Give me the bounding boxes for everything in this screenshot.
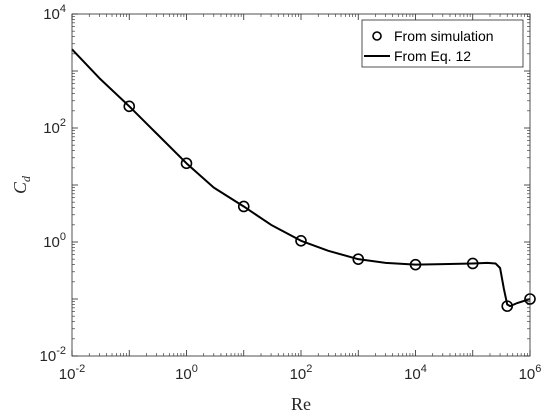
legend: From simulation From Eq. 12 (361, 19, 524, 68)
x-tick-label-4: 106 (519, 363, 542, 383)
y-tick-exponent: 2 (60, 117, 66, 129)
legend-marker-simulation (372, 31, 382, 41)
plot-area (72, 14, 530, 356)
x-tick-exponent: 0 (192, 363, 198, 375)
data-point-0-5 (409, 258, 422, 271)
x-tick-base: 10 (175, 366, 192, 383)
x-tick-exponent: 6 (535, 363, 541, 375)
tick-layer (71, 13, 531, 357)
x-tick-exponent: 2 (306, 363, 312, 375)
y-tick-base: 10 (40, 348, 57, 365)
y-tick-label-2: 102 (43, 117, 66, 137)
y-tick-base: 10 (43, 120, 60, 137)
y-axis-label-sub: d (19, 175, 33, 182)
data-point-0-3 (295, 234, 307, 247)
y-tick-exponent: -2 (56, 345, 66, 357)
legend-label-equation: From Eq. 12 (394, 48, 471, 64)
legend-label-simulation: From simulation (394, 28, 494, 44)
y-axis-label-main: C (10, 181, 30, 194)
y-tick-exponent: 4 (60, 3, 66, 15)
data-point-0-6 (466, 257, 479, 270)
x-tick-label-0: 10-2 (59, 363, 85, 383)
y-tick-base: 10 (43, 6, 60, 23)
y-tick-label-0: 10-2 (40, 345, 66, 365)
x-tick-base: 10 (404, 366, 421, 383)
x-tick-base: 10 (290, 366, 307, 383)
x-tick-base: 10 (519, 366, 536, 383)
curve-layer (71, 48, 531, 308)
x-axis-label: Re (291, 394, 311, 414)
x-tick-base: 10 (59, 366, 76, 383)
data-point-0-7 (501, 300, 514, 312)
series-line-1 (71, 48, 531, 308)
x-tick-exponent: 4 (421, 363, 427, 375)
y-tick-label-1: 100 (43, 231, 66, 251)
marker-layer (123, 100, 536, 312)
x-tick-exponent: -2 (75, 363, 85, 375)
data-point-0-2 (237, 200, 250, 213)
y-tick-exponent: 0 (60, 231, 66, 243)
x-tick-label-2: 102 (290, 363, 313, 383)
y-tick-label-3: 104 (43, 3, 66, 23)
x-tick-label-1: 100 (175, 363, 198, 383)
legend-box (361, 19, 524, 68)
y-axis-label: Cd (10, 175, 33, 194)
data-point-0-0 (123, 100, 136, 113)
x-tick-label-3: 104 (404, 363, 427, 383)
data-point-0-1 (180, 157, 193, 170)
data-point-0-4 (352, 253, 365, 265)
y-tick-base: 10 (43, 234, 60, 251)
